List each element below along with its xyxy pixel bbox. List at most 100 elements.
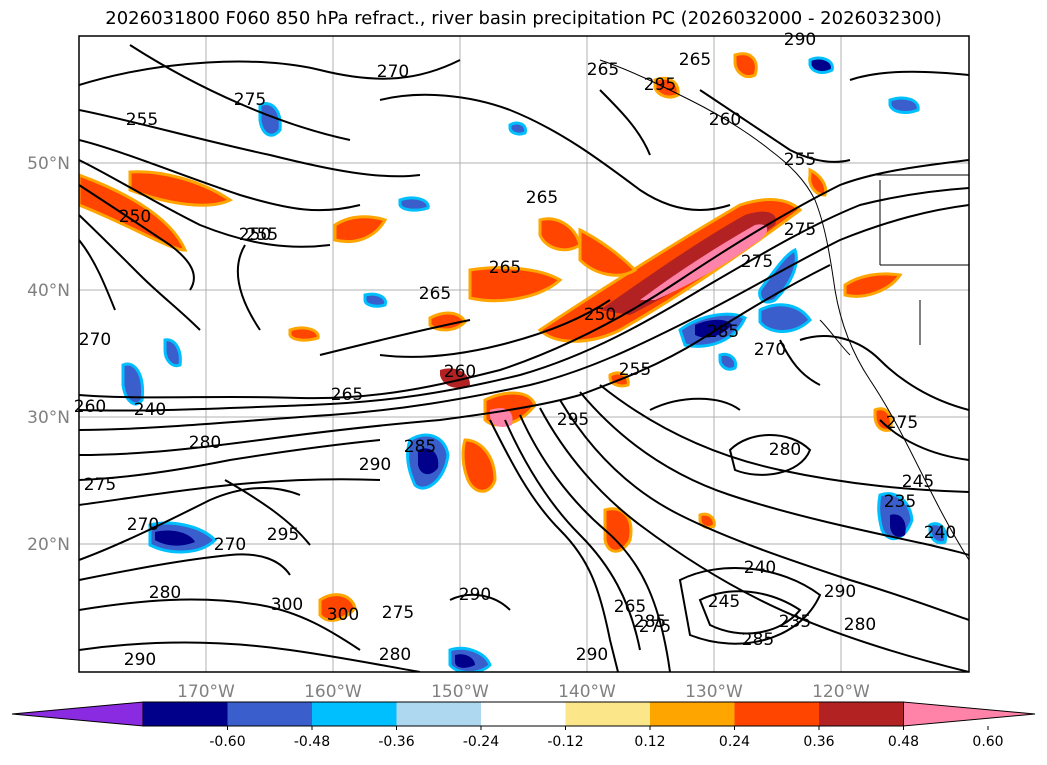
longitude-labels: 170°W 160°W 150°W 140°W 130°W 120°W: [177, 682, 870, 702]
contour-label: 235: [884, 492, 916, 512]
contour-label: 250: [119, 207, 151, 227]
contour-label: 265: [419, 284, 451, 304]
contour-label: 295: [267, 525, 299, 545]
colorbar-tick-label: -0.48: [294, 734, 330, 750]
contour-label: 285: [634, 612, 666, 632]
contour-label: 275: [234, 90, 266, 110]
contour-label: 255: [246, 225, 278, 245]
colorbar-tick-label: 0.24: [719, 734, 750, 750]
colorbar-tick-label: -0.12: [547, 734, 583, 750]
contour-label: 275: [886, 413, 918, 433]
contour-label: 240: [744, 558, 776, 578]
colorbar-segment: [396, 702, 482, 726]
contour-label: 240: [134, 400, 166, 420]
colorbar-segment: [227, 702, 313, 726]
precip-positive: [79, 52, 903, 622]
colorbar-segment: [312, 702, 397, 726]
contour-label: 245: [708, 592, 740, 612]
refractivity-contours: [79, 44, 969, 672]
contour-label: 300: [327, 605, 359, 625]
contour-label: 235: [779, 612, 811, 632]
contour-label: 255: [784, 150, 816, 170]
contour-label: 245: [902, 472, 934, 492]
lon-label: 130°W: [685, 682, 743, 702]
lat-label: 40°N: [27, 281, 70, 301]
contour-label: 270: [754, 340, 786, 360]
contour-label: 290: [784, 30, 816, 50]
contour-label: 275: [784, 220, 816, 240]
contour-label: 265: [526, 188, 558, 208]
lon-label: 120°W: [812, 682, 870, 702]
colorbar-segment: [143, 702, 228, 726]
colorbar-segment: [734, 702, 820, 726]
colorbar-outline: [142, 701, 904, 727]
precip-negative: [121, 56, 948, 672]
colorbar-tick-label: -0.36: [378, 734, 414, 750]
lat-label: 30°N: [27, 408, 70, 428]
map-frame: [78, 35, 970, 673]
coastline: [599, 59, 969, 561]
contour-label: 265: [331, 385, 363, 405]
contour-label: 255: [126, 110, 158, 130]
contour-label: 270: [127, 515, 159, 535]
contour-label: 250: [239, 225, 271, 245]
colorbar-tick-label: 0.36: [803, 734, 834, 750]
contour-label: 290: [359, 455, 391, 475]
latitude-labels: 50°N 40°N 30°N 20°N: [27, 154, 70, 555]
lat-label: 50°N: [27, 154, 70, 174]
contour-label: 280: [844, 615, 876, 635]
lon-label: 170°W: [177, 682, 235, 702]
map-area: [79, 36, 969, 672]
contour-label: 275: [639, 617, 671, 637]
colorbar-segment: [819, 702, 904, 726]
colorbar-segment: [481, 702, 566, 726]
lon-label: 150°W: [431, 682, 489, 702]
colorbar-extend-min: [11, 701, 144, 727]
contour-label: 290: [576, 645, 608, 665]
contour-label: 280: [189, 433, 221, 453]
colorbar-segment: [565, 702, 651, 726]
contour-label: 295: [557, 410, 589, 430]
colorbar-tick-label: 0.48: [888, 734, 919, 750]
lon-label: 160°W: [304, 682, 362, 702]
lat-label: 20°N: [27, 535, 70, 555]
contour-label: 260: [444, 362, 476, 382]
map-title: 2026031800 F060 850 hPa refract., river …: [105, 8, 942, 29]
contour-label: 255: [619, 360, 651, 380]
contour-label: 240: [924, 523, 956, 543]
contour-label: 280: [769, 440, 801, 460]
contour-label: 275: [741, 252, 773, 272]
colorbar-tick-label: 0.60: [972, 734, 1003, 750]
lon-label: 140°W: [558, 682, 616, 702]
contour-label: 290: [824, 582, 856, 602]
contour-label: 265: [489, 258, 521, 278]
colorbar-extend-max: [903, 701, 1036, 727]
contour-label: 265: [614, 597, 646, 617]
contour-label: 300: [271, 595, 303, 615]
contour-label: 270: [214, 535, 246, 555]
contour-label: 280: [149, 583, 181, 603]
contour-label: 290: [459, 585, 491, 605]
colorbar-tick-label: 0.12: [634, 734, 665, 750]
contour-label: 270: [79, 330, 111, 350]
contour-label: 280: [379, 645, 411, 665]
contour-label: 265: [587, 60, 619, 80]
contour-label: 260: [74, 397, 106, 417]
contour-label: 265: [679, 50, 711, 70]
contour-label: 285: [742, 630, 774, 650]
contour-label: 285: [707, 322, 739, 342]
contour-label: 275: [84, 475, 116, 495]
contour-label: 270: [377, 62, 409, 82]
map-content: [79, 36, 969, 672]
colorbar-tick-label: -0.24: [463, 734, 499, 750]
contour-label: 295: [644, 75, 676, 95]
contour-label: 250: [584, 305, 616, 325]
colorbar-tick-label: -0.60: [209, 734, 245, 750]
contour-label: 290: [124, 650, 156, 670]
contour-label: 275: [382, 603, 414, 623]
contour-label: 285: [404, 437, 436, 457]
colorbar-segment: [650, 702, 735, 726]
colorbar: -0.60 -0.48 -0.36 -0.24 -0.12 0.12 0.24 0.36 0.4…: [11, 701, 1036, 750]
